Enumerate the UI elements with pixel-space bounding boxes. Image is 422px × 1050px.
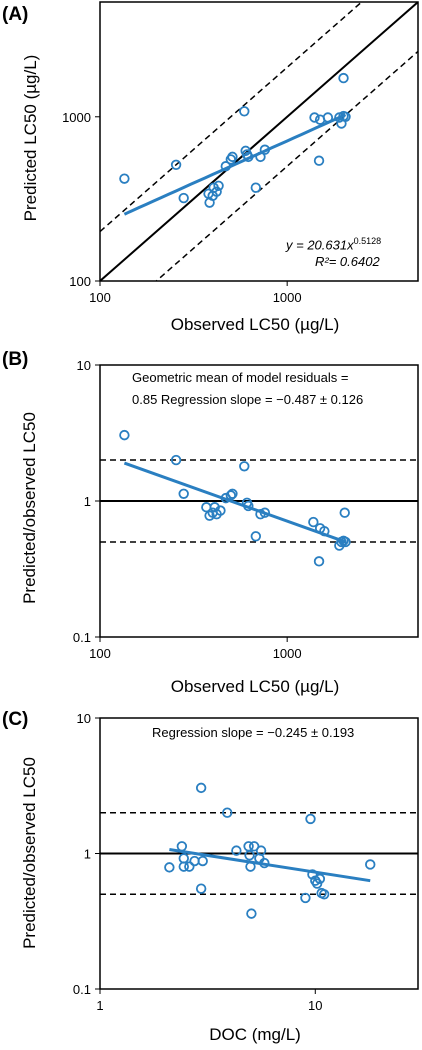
panel-a-data-point [239,106,250,117]
panel-a-regression-line [123,113,347,216]
panel-b-x-tick-label: 1000 [273,646,302,661]
panel-c-data-point [300,892,311,904]
panel-c-data-point [231,845,242,856]
panel-c-data-point [245,861,256,872]
panel-a-data-point [170,159,182,171]
panel-c-y-axis-label: Predicted/observed LC50 [20,757,39,949]
panel-c-data-point [365,859,376,870]
panel-a-data-point [255,151,266,163]
panel-b-data-point [339,507,350,518]
panel-c-data-point [195,782,207,794]
panel-b-y-tick-label: 10 [77,358,91,373]
panel-a-data-point [220,161,231,172]
panel-a-data-point [178,192,189,204]
panel-a-r-squared: R²= 0.6402 [315,254,380,269]
panel-c-data-point [259,857,270,869]
panel-c: (C) 1 10 0.1 1 10 Predicted/observed LC50 DO… [0,705,422,1050]
panel-c-label: (C) [2,709,29,730]
panel-c-y-tick-label: 10 [77,711,91,726]
panel-b-data-point [243,500,254,512]
panel-b-label: (B) [2,349,29,370]
panel-a-one-to-one-line [100,2,418,281]
panel-b-regression-line [123,461,347,544]
panel-b-data-point [170,454,182,466]
panel-c-annotation-line-1: Regression slope = −0.245 ± 0.193 [152,725,355,740]
panel-c-data-point [197,855,208,867]
panel-a-y-tick-label: 1000 [62,110,91,125]
panel-a-x-axis-label: Observed LC50 (µg/L) [170,315,340,334]
panel-c-data-point [244,850,255,861]
panel-c-data-point [195,883,207,894]
panel-a-x-tick-label: 1000 [273,290,302,305]
panel-b-annotation-line-2: 0.85 Regression slope = −0.487 ± 0.126 [132,392,364,407]
panel-a: (A) 100 1000 100 1000 Predicted LC50 (µg/L)… [0,0,422,345]
panel-a-data-point [259,144,271,155]
panel-b-y-tick-label: 0.1 [73,630,91,645]
panel-b-data-point [178,488,189,499]
panel-b: (B) 100 1000 0.1 1 10 Predicted/observed LC5… [0,345,422,705]
panel-a-y-axis-label: Predicted LC50 (µg/L) [21,54,40,222]
panel-a-y-tick-label: 100 [69,274,91,289]
panel-b-data-point [215,505,226,516]
panel-c-x-tick-label: 1 [96,998,103,1013]
panel-b-plot-area [100,459,418,544]
panel-a-data-point [243,151,254,163]
panel-c-data-point [305,813,316,825]
panel-a-data-point [227,151,238,163]
panel-c-data-point [318,889,330,900]
panel-a-fit-equation: y = 20.631x0.5128 [286,236,381,252]
panel-b-y-tick-label: 1 [84,494,91,509]
panel-a-x-tick-label: 100 [89,290,111,305]
panel-c-data-point [178,853,189,864]
panel-b-data-point [313,556,325,567]
panel-b-data-point [259,507,271,518]
panel-b-x-axis-label: Observed LC50 (µg/L) [170,677,340,696]
panel-a-plot: 100 1000 100 1000 [62,1,419,305]
panel-b-plot: 100 1000 0.1 1 10 [73,358,419,661]
panel-c-y-tick-label: 0.1 [73,982,91,997]
panel-b-data-point [250,531,262,542]
panel-a-data-point [313,155,325,166]
panel-c-data-point [255,845,267,856]
panel-b-annotation-line-1: Geometric mean of model residuals = [132,370,349,385]
panel-c-data-point [164,862,175,873]
panel-a-equation-exponent: 0.5128 [353,236,382,246]
panel-b-data-point [227,488,238,499]
panel-c-regression-line [169,848,371,883]
panel-a-label: (A) [2,4,29,25]
panel-a-data-point [119,173,130,184]
panel-a-factor-two-line-1 [100,2,363,233]
panel-b-data-point [319,525,330,537]
panel-a-equation-text: y = 20.631x [286,237,354,253]
panel-c-data-point [246,908,257,919]
panel-a-data-point [340,111,351,122]
panel-c-x-axis-label: DOC (mg/L) [209,1025,301,1044]
panel-b-data-point [239,461,250,472]
panel-b-data-point [308,516,319,528]
panel-c-y-tick-label: 1 [84,847,91,862]
panel-a-data-point [211,186,222,197]
panel-a-data-point [322,112,334,123]
panel-b-data-point [225,490,237,501]
panel-c-plot: 1 10 0.1 1 10 [73,711,419,1013]
panel-a-plot-area [100,2,418,281]
panel-b-data-point [204,510,215,521]
panel-c-data-point [184,861,195,872]
panel-b-data-point [255,508,266,520]
panel-a-plot-frame [99,1,419,282]
panel-a-data-point [250,182,262,193]
panel-b-x-tick-label: 100 [89,646,111,661]
panel-c-data-point [314,873,326,885]
panel-a-data-point [309,112,320,123]
panel-b-data-point [340,536,351,548]
panel-b-y-axis-label: Predicted/observed LC50 [20,412,39,604]
panel-a-data-point [213,180,224,191]
panel-a-data-point [338,72,349,84]
panel-c-x-tick-label: 10 [308,998,322,1013]
panel-c-data-point [222,807,233,818]
panel-c-data-point [176,841,188,852]
panel-b-data-point [119,429,130,441]
panel-c-data-point [307,869,318,880]
